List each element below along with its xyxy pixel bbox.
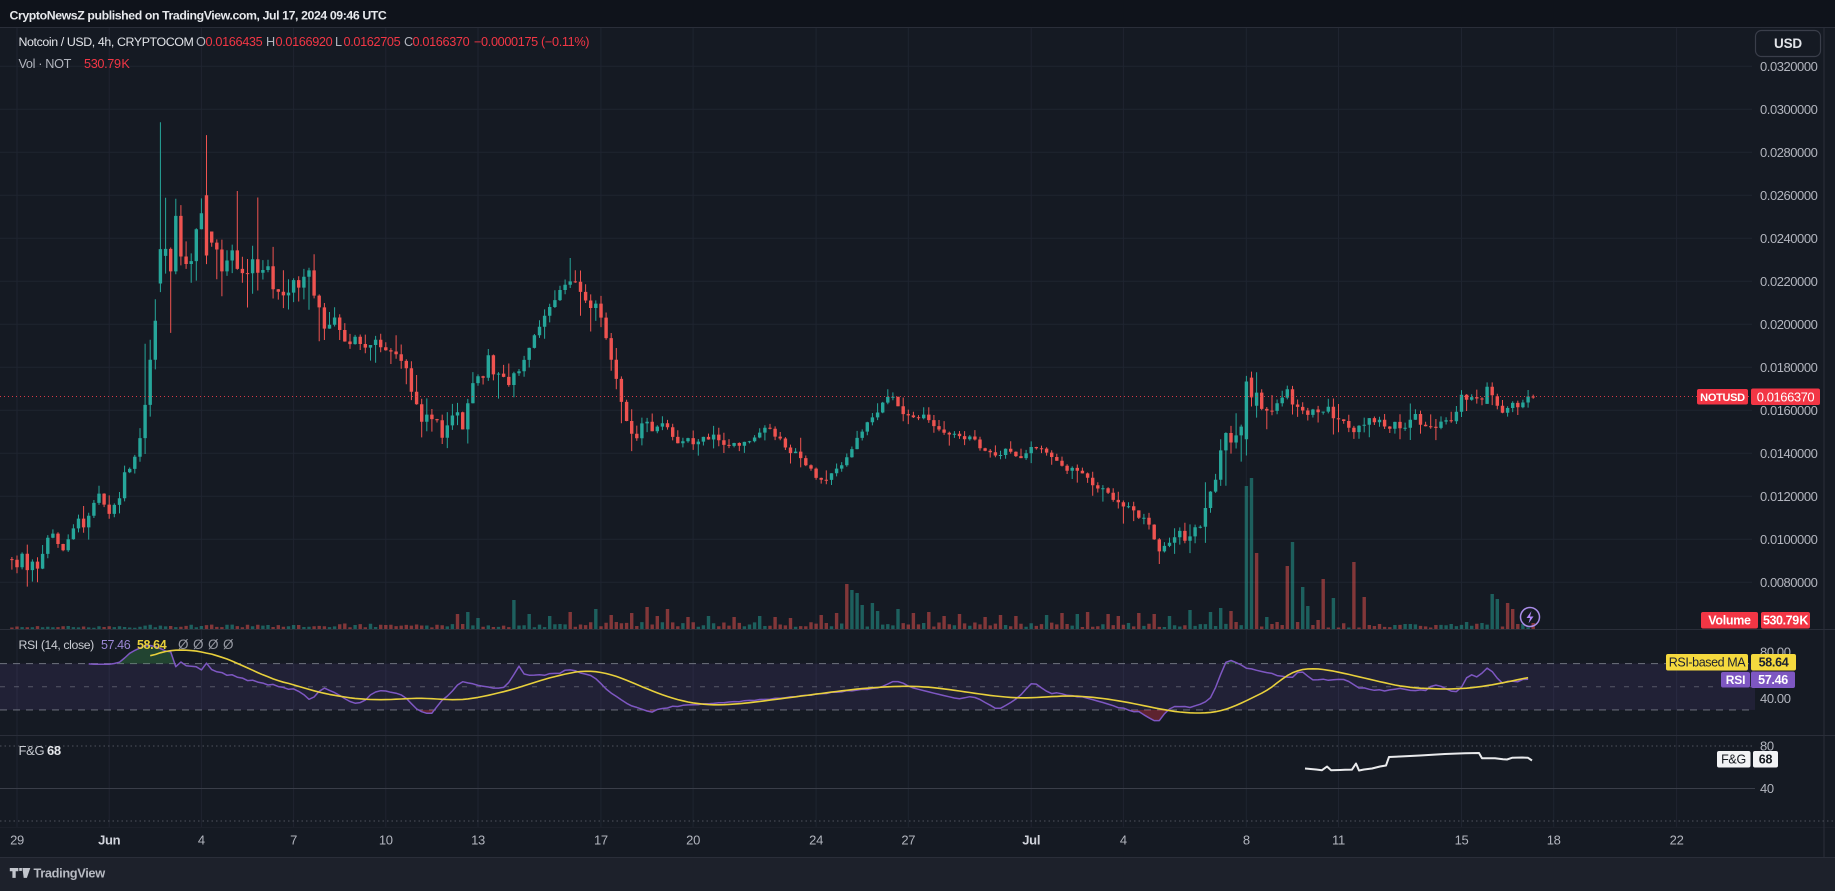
svg-text:18: 18 xyxy=(1547,832,1561,847)
svg-text:57.46: 57.46 xyxy=(1758,673,1788,687)
svg-text:F&G: F&G xyxy=(19,743,45,758)
svg-text:0.0166920: 0.0166920 xyxy=(276,35,333,49)
svg-text:58.64: 58.64 xyxy=(137,638,167,652)
svg-text:0.0220000: 0.0220000 xyxy=(1760,274,1818,289)
svg-text:80: 80 xyxy=(1760,739,1774,754)
svg-text:0.0100000: 0.0100000 xyxy=(1760,532,1818,547)
svg-text:CryptoNewsZ published on Tradi: CryptoNewsZ published on TradingView.com… xyxy=(10,9,387,23)
svg-text:Ø: Ø xyxy=(223,637,234,652)
svg-text:0.0166435: 0.0166435 xyxy=(206,35,263,49)
svg-text:13: 13 xyxy=(471,832,485,847)
svg-text:Ø: Ø xyxy=(193,637,204,652)
svg-text:RSI-based MA: RSI-based MA xyxy=(1669,656,1747,670)
svg-text:58.64: 58.64 xyxy=(1759,656,1789,670)
svg-text:530.79 K: 530.79 K xyxy=(1763,614,1808,628)
svg-text:0.0320000: 0.0320000 xyxy=(1760,59,1818,74)
svg-text:O: O xyxy=(196,35,206,49)
svg-text:Jun: Jun xyxy=(98,832,121,847)
svg-text:TradingView: TradingView xyxy=(34,866,106,881)
svg-text:0.0160000: 0.0160000 xyxy=(1760,403,1818,418)
svg-text:Ø: Ø xyxy=(178,637,189,652)
svg-text:RSI: RSI xyxy=(1726,673,1745,687)
svg-text:0.0180000: 0.0180000 xyxy=(1760,360,1818,375)
svg-text:68: 68 xyxy=(47,743,61,758)
svg-text:7: 7 xyxy=(290,832,297,847)
svg-text:68: 68 xyxy=(1759,753,1773,767)
svg-text:15: 15 xyxy=(1455,832,1469,847)
svg-text:0.0240000: 0.0240000 xyxy=(1760,231,1818,246)
svg-text:22: 22 xyxy=(1670,832,1684,847)
svg-text:0.0120000: 0.0120000 xyxy=(1760,489,1818,504)
svg-text:4: 4 xyxy=(1120,832,1127,847)
svg-text:Jul: Jul xyxy=(1022,832,1040,847)
svg-text:0.0080000: 0.0080000 xyxy=(1760,575,1818,590)
svg-text:29: 29 xyxy=(10,832,24,847)
svg-text:0.0166370: 0.0166370 xyxy=(413,35,470,49)
svg-text:27: 27 xyxy=(901,832,915,847)
svg-text:Volume: Volume xyxy=(1708,614,1751,628)
svg-text:0.0162705: 0.0162705 xyxy=(344,35,401,49)
svg-text:20: 20 xyxy=(686,832,700,847)
svg-text:USD: USD xyxy=(1774,36,1802,51)
svg-text:Vol · NOT: Vol · NOT xyxy=(19,57,72,71)
svg-text:530.79 K: 530.79 K xyxy=(84,57,130,71)
svg-text:24: 24 xyxy=(809,832,823,847)
svg-text:Ø: Ø xyxy=(208,637,219,652)
svg-text:40: 40 xyxy=(1760,781,1774,796)
svg-text:8: 8 xyxy=(1243,832,1250,847)
svg-text:10: 10 xyxy=(379,832,393,847)
svg-text:17: 17 xyxy=(594,832,608,847)
svg-text:11: 11 xyxy=(1332,832,1345,847)
svg-text:RSI (14, close): RSI (14, close) xyxy=(19,638,95,652)
svg-text:4: 4 xyxy=(198,832,205,847)
svg-text:0.0260000: 0.0260000 xyxy=(1760,188,1818,203)
svg-text:0.0280000: 0.0280000 xyxy=(1760,145,1818,160)
svg-text:40.00: 40.00 xyxy=(1760,691,1791,706)
svg-text:0.0140000: 0.0140000 xyxy=(1760,446,1818,461)
svg-text:C: C xyxy=(404,35,413,49)
svg-text:0.0300000: 0.0300000 xyxy=(1760,102,1818,117)
svg-text:−0.0000175 (−0.11%): −0.0000175 (−0.11%) xyxy=(474,35,589,49)
svg-text:L: L xyxy=(335,35,342,49)
svg-text:0.0200000: 0.0200000 xyxy=(1760,317,1818,332)
svg-text:H: H xyxy=(266,35,275,49)
svg-text:F&G: F&G xyxy=(1721,753,1746,767)
svg-text:0.0166370: 0.0166370 xyxy=(1757,390,1815,405)
svg-text:NOTUSD: NOTUSD xyxy=(1700,392,1745,404)
svg-text:Notcoin / USD, 4h, CRYPTOCOM: Notcoin / USD, 4h, CRYPTOCOM xyxy=(19,35,194,49)
svg-text:57.46: 57.46 xyxy=(101,638,131,652)
